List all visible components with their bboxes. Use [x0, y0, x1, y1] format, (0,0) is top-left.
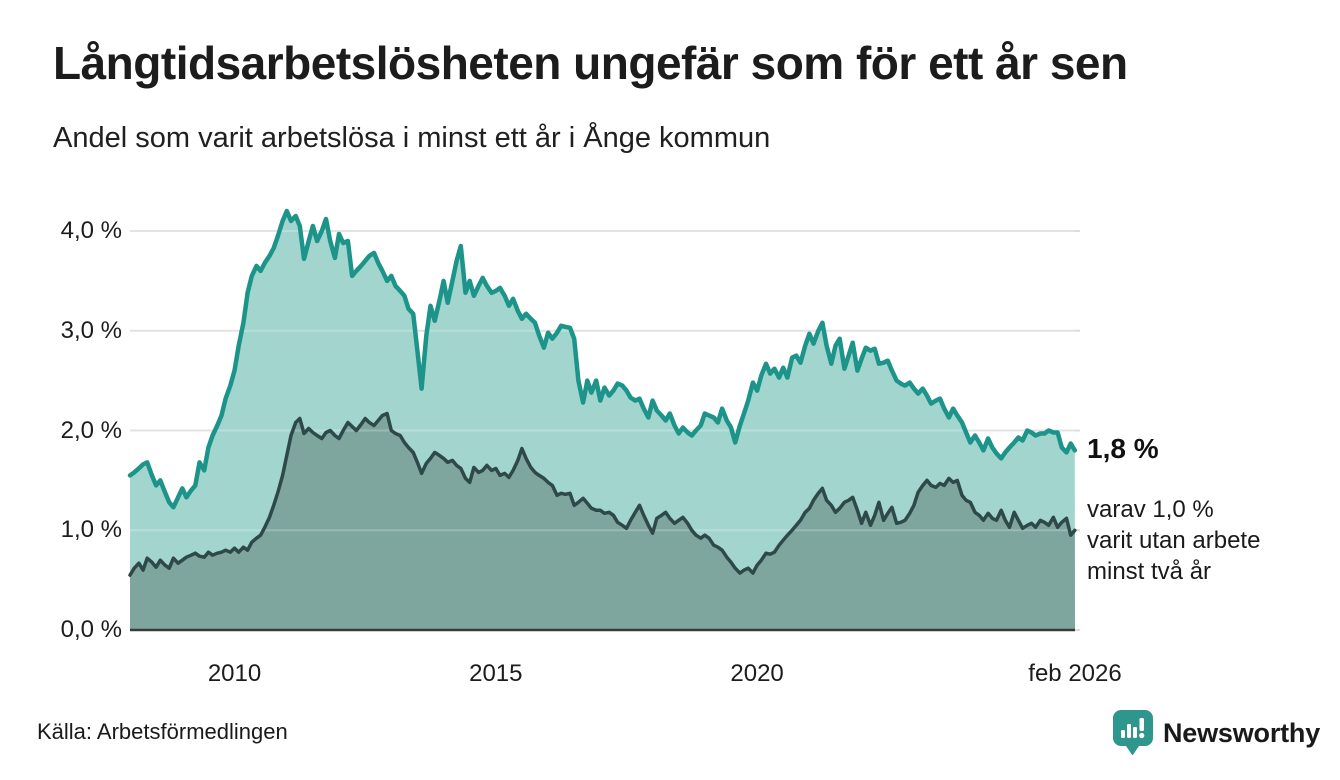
newsworthy-icon	[1113, 710, 1153, 756]
x-tick-label: 2015	[469, 660, 523, 687]
chart-subtitle: Andel som varit arbetslösa i minst ett å…	[53, 122, 771, 154]
end-sub-label-line1: varav 1,0 %	[1087, 496, 1214, 523]
area-fill-two-years	[130, 413, 1075, 630]
x-tick-label: 2020	[730, 660, 784, 687]
series-line-two-years	[128, 411, 1077, 577]
y-tick-label: 2,0 %	[60, 416, 122, 444]
y-tick-label: 3,0 %	[60, 316, 122, 344]
x-tick-label: feb 2026	[1028, 660, 1122, 687]
x-tick-label: 2010	[207, 660, 262, 687]
end-sub-label-line3: minst två år	[1087, 558, 1212, 585]
end-sub-label: varav 1,0 % varit utan arbete minst två …	[1087, 494, 1260, 587]
end-value-label: 1,8 %	[1087, 433, 1159, 464]
y-tick-label: 0,0 %	[60, 616, 122, 643]
page-title: Långtidsarbetslösheten ungefär som för e…	[53, 37, 1128, 89]
newsworthy-logo: Newsworthy	[1112, 709, 1320, 757]
newsworthy-wordmark: Newsworthy	[1163, 717, 1321, 748]
end-sub-label-line2: varit utan arbete	[1087, 527, 1261, 554]
series-line-one-year	[127, 208, 1078, 510]
y-tick-label: 1,0 %	[60, 516, 122, 544]
y-tick-label: 4,0 %	[60, 217, 122, 244]
source-note: Källa: Arbetsförmedlingen	[37, 719, 288, 744]
